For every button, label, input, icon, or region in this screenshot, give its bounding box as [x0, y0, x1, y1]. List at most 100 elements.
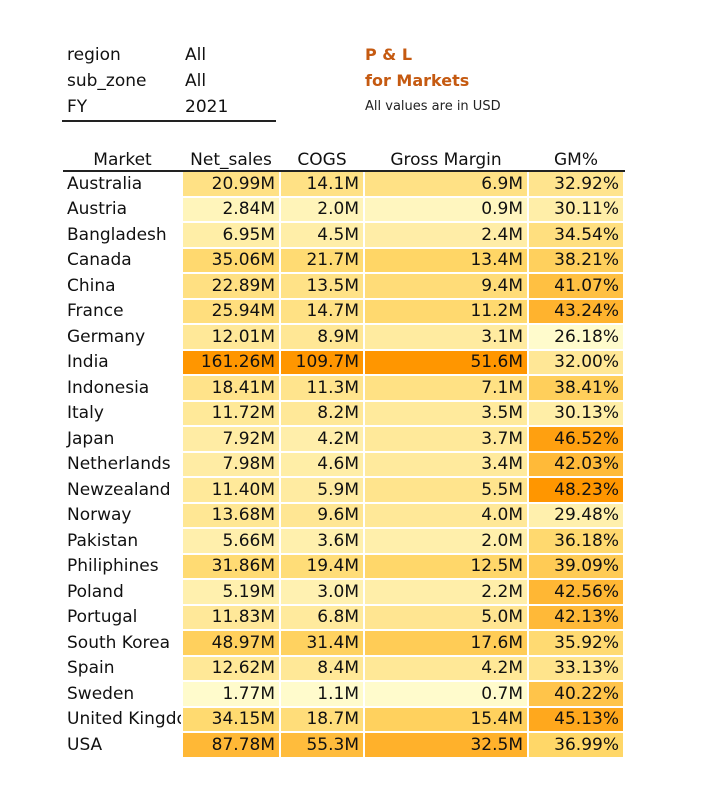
cell-gross-margin: 5.0M	[364, 604, 529, 631]
filter-label-fy: FY	[67, 97, 88, 117]
header-market[interactable]: Market	[63, 146, 182, 172]
table-row: Australia 20.99M 14.1M 6.9M 32.92%	[63, 171, 625, 198]
cell-net-sales: 11.83M	[182, 604, 281, 631]
cell-gross-margin: 11.2M	[364, 298, 529, 325]
filter-value-region[interactable]: All	[185, 45, 207, 65]
cell-net-sales: 48.97M	[182, 630, 281, 657]
cell-market: India	[63, 349, 183, 376]
filter-value-sub-zone[interactable]: All	[185, 71, 207, 91]
cell-gross-margin: 3.5M	[364, 400, 529, 427]
cell-gross-margin: 0.9M	[364, 196, 529, 223]
cell-cogs: 8.4M	[280, 655, 365, 682]
cell-net-sales: 18.41M	[182, 375, 281, 402]
cell-gross-margin: 17.6M	[364, 630, 529, 657]
cell-net-sales: 12.01M	[182, 324, 281, 351]
cell-gm-pct: 41.07%	[528, 273, 625, 300]
cell-cogs: 1.1M	[280, 681, 365, 708]
cell-market: Netherlands	[63, 451, 183, 478]
cell-gross-margin: 2.0M	[364, 528, 529, 555]
filter-row-fy: FY 2021	[62, 94, 276, 120]
cell-gm-pct: 38.21%	[528, 247, 625, 274]
cell-cogs: 14.1M	[280, 171, 365, 198]
cell-net-sales: 31.86M	[182, 553, 281, 580]
table-row: Philiphines 31.86M 19.4M 12.5M 39.09%	[63, 553, 625, 580]
header-row: Market Net_sales COGS Gross Margin GM%	[63, 146, 624, 172]
cell-cogs: 55.3M	[280, 732, 365, 759]
cell-gm-pct: 32.00%	[528, 349, 625, 376]
cell-cogs: 14.7M	[280, 298, 365, 325]
cell-net-sales: 35.06M	[182, 247, 281, 274]
cell-gross-margin: 4.0M	[364, 502, 529, 529]
cell-cogs: 8.2M	[280, 400, 365, 427]
cell-gm-pct: 34.54%	[528, 222, 625, 249]
cell-gm-pct: 29.48%	[528, 502, 625, 529]
cell-market: Australia	[63, 171, 183, 198]
cell-cogs: 6.8M	[280, 604, 365, 631]
cell-gm-pct: 26.18%	[528, 324, 625, 351]
cell-gm-pct: 35.92%	[528, 630, 625, 657]
table-row: USA 87.78M 55.3M 32.5M 36.99%	[63, 732, 625, 759]
cell-gross-margin: 12.5M	[364, 553, 529, 580]
report-title-block: P & L for Markets All values are in USD	[365, 42, 501, 120]
report-title-subline: for Markets	[365, 71, 470, 90]
table-row: China 22.89M 13.5M 9.4M 41.07%	[63, 273, 625, 300]
header-net-sales[interactable]: Net_sales	[182, 146, 280, 172]
table-row: Pakistan 5.66M 3.6M 2.0M 36.18%	[63, 528, 625, 555]
cell-net-sales: 87.78M	[182, 732, 281, 759]
cell-net-sales: 1.77M	[182, 681, 281, 708]
table-row: Indonesia 18.41M 11.3M 7.1M 38.41%	[63, 375, 625, 402]
cell-gross-margin: 3.1M	[364, 324, 529, 351]
cell-gross-margin: 5.5M	[364, 477, 529, 504]
header-gm-pct[interactable]: GM%	[528, 146, 624, 172]
cell-gross-margin: 3.7M	[364, 426, 529, 453]
table-row: Norway 13.68M 9.6M 4.0M 29.48%	[63, 502, 625, 529]
pl-table: Market Net_sales COGS Gross Margin GM% A…	[63, 146, 625, 759]
table-row: Poland 5.19M 3.0M 2.2M 42.56%	[63, 579, 625, 606]
header-cogs[interactable]: COGS	[280, 146, 364, 172]
cell-cogs: 11.3M	[280, 375, 365, 402]
cell-gm-pct: 42.03%	[528, 451, 625, 478]
cell-market: Austria	[63, 196, 183, 223]
cell-net-sales: 11.40M	[182, 477, 281, 504]
cell-net-sales: 22.89M	[182, 273, 281, 300]
cell-market: Japan	[63, 426, 183, 453]
cell-gm-pct: 36.18%	[528, 528, 625, 555]
cell-gm-pct: 32.92%	[528, 171, 625, 198]
cell-gross-margin: 2.4M	[364, 222, 529, 249]
cell-net-sales: 5.66M	[182, 528, 281, 555]
cell-cogs: 21.7M	[280, 247, 365, 274]
cell-gm-pct: 30.11%	[528, 196, 625, 223]
cell-cogs: 31.4M	[280, 630, 365, 657]
cell-gm-pct: 45.13%	[528, 706, 625, 733]
filter-row-region: region All	[62, 42, 276, 68]
header-gross-margin[interactable]: Gross Margin	[364, 146, 528, 172]
table-row: Portugal 11.83M 6.8M 5.0M 42.13%	[63, 604, 625, 631]
cell-gm-pct: 43.24%	[528, 298, 625, 325]
cell-cogs: 13.5M	[280, 273, 365, 300]
cell-gm-pct: 40.22%	[528, 681, 625, 708]
cell-gross-margin: 32.5M	[364, 732, 529, 759]
cell-market: France	[63, 298, 183, 325]
cell-cogs: 4.6M	[280, 451, 365, 478]
cell-gross-margin: 9.4M	[364, 273, 529, 300]
filter-panel: region All sub_zone All FY 2021	[62, 42, 276, 122]
filter-value-fy[interactable]: 2021	[185, 97, 229, 117]
cell-gm-pct: 30.13%	[528, 400, 625, 427]
table-row: Germany 12.01M 8.9M 3.1M 26.18%	[63, 324, 625, 351]
cell-market: USA	[63, 732, 183, 759]
cell-net-sales: 5.19M	[182, 579, 281, 606]
cell-gm-pct: 36.99%	[528, 732, 625, 759]
cell-gm-pct: 46.52%	[528, 426, 625, 453]
cell-cogs: 109.7M	[280, 349, 365, 376]
table-row: Italy 11.72M 8.2M 3.5M 30.13%	[63, 400, 625, 427]
filter-label-sub-zone: sub_zone	[67, 71, 147, 91]
report-subtitle: All values are in USD	[365, 99, 501, 114]
cell-market: Norway	[63, 502, 183, 529]
cell-gm-pct: 42.56%	[528, 579, 625, 606]
cell-gross-margin: 51.6M	[364, 349, 529, 376]
cell-market: Canada	[63, 247, 183, 274]
table-row: Spain 12.62M 8.4M 4.2M 33.13%	[63, 655, 625, 682]
cell-net-sales: 7.98M	[182, 451, 281, 478]
table-row: Canada 35.06M 21.7M 13.4M 38.21%	[63, 247, 625, 274]
cell-market: Newzealand	[63, 477, 183, 504]
